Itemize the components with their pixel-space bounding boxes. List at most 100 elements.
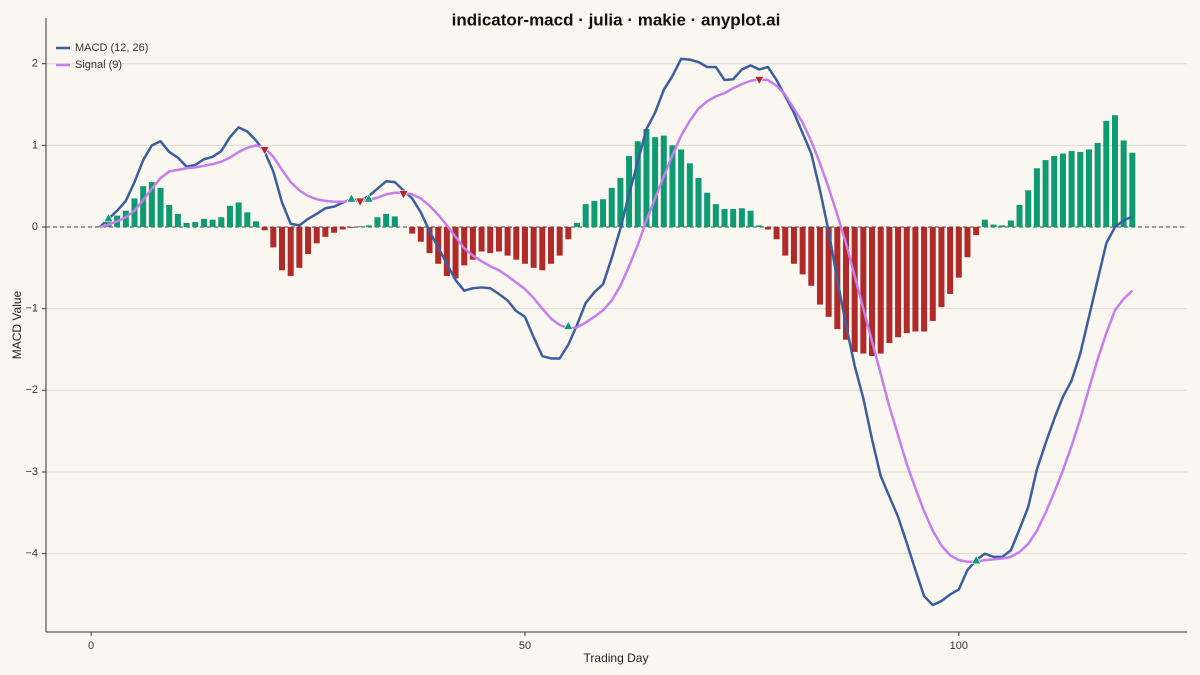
histogram-bar [478, 227, 485, 252]
histogram-bar [574, 222, 581, 228]
histogram-bar [764, 227, 771, 230]
crossover-marker [103, 212, 114, 222]
histogram-bar [1068, 151, 1075, 228]
crossovers [103, 76, 982, 565]
legend-label: Signal (9) [75, 59, 122, 71]
histogram-bar [782, 227, 789, 256]
histogram-bar [990, 224, 997, 228]
histogram-bar [929, 227, 936, 321]
histogram-bar [747, 210, 754, 228]
histogram-bar [582, 204, 589, 228]
histogram-bar [174, 213, 181, 228]
histogram-bar [816, 227, 823, 305]
histogram-bar [331, 227, 338, 233]
histogram-bar [964, 227, 971, 258]
histogram-bar [1016, 204, 1023, 228]
histogram-bar [608, 187, 615, 228]
histogram-bar [452, 227, 459, 279]
histogram-bar [244, 212, 251, 228]
histogram-bar [383, 213, 390, 228]
histogram-bar [374, 217, 381, 228]
lines [98, 57, 1134, 607]
histogram-bar [530, 227, 537, 268]
x-tick-label: 0 [88, 640, 94, 652]
crossover-marker [363, 193, 374, 203]
histogram-bar [1033, 168, 1040, 228]
histogram-bar [756, 225, 763, 228]
histogram-bar [1103, 120, 1110, 228]
histogram-bar [895, 227, 902, 338]
histogram-bar [1120, 140, 1127, 228]
x-tick-label: 50 [519, 640, 531, 652]
legend-label: MACD (12, 26) [75, 42, 148, 54]
histogram-bar [1051, 155, 1058, 228]
histogram-bar [417, 227, 424, 242]
histogram-bar [1007, 220, 1014, 228]
y-tick-label: 0 [32, 221, 38, 233]
histogram-bar [218, 217, 225, 228]
series-line [99, 77, 1134, 564]
y-tick-label: −3 [25, 466, 38, 478]
histogram-bar [686, 163, 693, 228]
histogram-bar [669, 145, 676, 228]
histogram-bar [730, 209, 737, 228]
histogram-bar [938, 227, 945, 308]
histogram-bar [391, 216, 398, 228]
crossover-marker [259, 146, 270, 156]
histogram-bar [1059, 153, 1066, 228]
histogram-bar [166, 204, 173, 228]
histogram-bar [192, 222, 199, 228]
crossover-marker [355, 197, 366, 207]
series-line [98, 57, 1133, 607]
histogram-bar [869, 227, 876, 357]
histogram-bar [704, 192, 711, 228]
y-tick-label: −1 [25, 303, 38, 315]
histogram-bar [357, 226, 364, 228]
histogram-bar [556, 227, 563, 256]
histogram-bar [131, 198, 138, 228]
histogram-bar [209, 219, 216, 228]
x-axis-label: Trading Day [584, 651, 649, 665]
histogram-bar [105, 218, 112, 228]
histogram-bar [252, 221, 259, 228]
y-tick-label: 1 [32, 139, 38, 151]
histogram-bar [600, 199, 607, 228]
histogram-bar [322, 227, 329, 237]
histogram-bar [999, 225, 1006, 228]
histogram-bar [738, 208, 745, 228]
histogram-bar [851, 227, 858, 352]
histogram-bar [921, 227, 928, 332]
histogram-bar [513, 227, 520, 260]
histogram-bar [1025, 190, 1032, 228]
chart-title: indicator-macd · julia · makie · anyplot… [452, 10, 781, 29]
histogram-bar [348, 227, 355, 228]
histogram-bar [270, 227, 277, 248]
x-tick-label: 100 [950, 640, 968, 652]
histogram-bar [877, 227, 884, 354]
histogram-bar [695, 178, 702, 228]
histogram-bar [157, 187, 164, 228]
histogram-bar [1129, 152, 1136, 228]
histogram-bar [790, 227, 797, 264]
histogram-bar [1042, 160, 1049, 228]
histogram-bar [1111, 115, 1118, 228]
histogram-bar [122, 210, 129, 228]
y-axis-label: MACD Value [10, 290, 24, 359]
histogram-bar [617, 178, 624, 228]
histogram-bar [148, 182, 155, 228]
histogram-bar [409, 227, 416, 234]
histogram-bar [955, 227, 962, 278]
histogram-bar [313, 227, 320, 244]
legend: MACD (12, 26) Signal (9) [56, 42, 148, 71]
histogram-bar [886, 227, 893, 343]
histogram-bar [261, 227, 268, 231]
histogram-bar [825, 227, 832, 317]
crossover-marker [346, 193, 357, 203]
y-tick-label: −4 [25, 548, 38, 560]
histogram-bar [652, 137, 659, 228]
histogram-bar [487, 227, 494, 254]
histogram-bar [973, 227, 980, 236]
crossover-marker [754, 76, 765, 86]
histogram-bar [912, 227, 919, 332]
